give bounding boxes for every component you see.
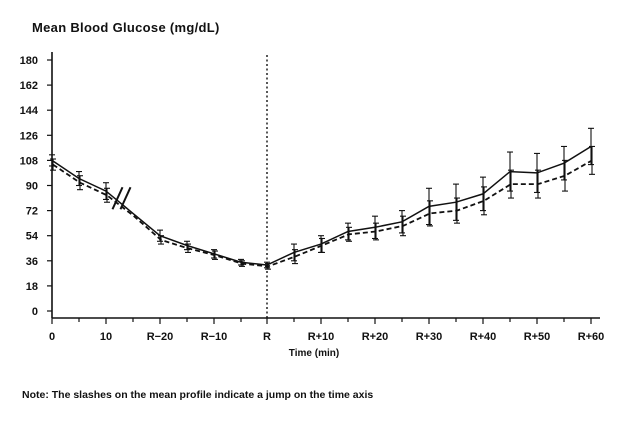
x-tick-label: R+10 <box>308 331 335 343</box>
y-tick-label: 162 <box>20 80 38 92</box>
footnote: Note: The slashes on the mean profile in… <box>22 389 374 401</box>
x-tick-label: R+30 <box>416 331 443 343</box>
x-tick-label: R <box>263 331 271 343</box>
x-tick-label: R+50 <box>524 331 551 343</box>
y-tick-label: 54 <box>26 231 39 243</box>
y-tick-label: 180 <box>20 55 38 67</box>
x-axis-label: Time (min) <box>288 348 340 359</box>
y-tick-label: 90 <box>26 181 38 193</box>
x-tick-label: R−10 <box>201 331 228 343</box>
y-tick-label: 72 <box>26 206 38 218</box>
y-tick-label: 108 <box>20 155 38 167</box>
y-tick-label: 18 <box>26 281 38 293</box>
x-tick-label: R−20 <box>147 331 174 343</box>
y-tick-label: 36 <box>26 256 38 268</box>
chart-title: Mean Blood Glucose (mg/dL) <box>32 20 220 35</box>
x-tick-label: R+20 <box>362 331 389 343</box>
y-tick-label: 0 <box>32 306 38 318</box>
x-tick-label: 10 <box>100 331 112 343</box>
x-tick-label: R+60 <box>578 331 605 343</box>
axis-break-slash <box>119 186 132 210</box>
x-tick-label: 0 <box>49 331 55 343</box>
axis-break-slash <box>111 186 124 210</box>
y-tick-label: 126 <box>20 130 38 142</box>
y-tick-label: 144 <box>20 105 39 117</box>
x-tick-label: R+40 <box>470 331 497 343</box>
